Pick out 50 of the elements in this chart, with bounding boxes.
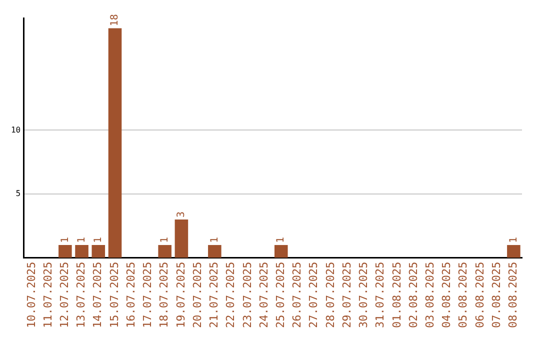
x-tick-label: 06.08.2025 (473, 262, 486, 328)
x-tick-label: 15.07.2025 (108, 262, 121, 328)
x-tick-label: 01.08.2025 (390, 262, 404, 328)
data-label: 1 (60, 236, 71, 244)
bar (75, 245, 88, 258)
x-tick-label: 14.07.2025 (91, 262, 104, 328)
x-tick-label: 19.07.2025 (174, 262, 188, 328)
x-tick-label: 13.07.2025 (74, 262, 88, 328)
x-tick-label: 24.07.2025 (257, 262, 270, 328)
y-tick-label: 10 (10, 125, 21, 134)
x-tick-label: 17.07.2025 (141, 262, 154, 328)
data-label: 1 (209, 236, 220, 244)
data-label: 1 (508, 236, 520, 244)
x-tick-label: 12.07.2025 (58, 262, 72, 328)
x-tick-label: 11.07.2025 (41, 262, 54, 328)
x-tick-label: 10.07.2025 (24, 262, 38, 328)
bar (108, 28, 122, 258)
bar (92, 245, 106, 258)
data-label: 1 (276, 236, 287, 244)
x-tick-label: 20.07.2025 (190, 262, 204, 328)
bar (507, 245, 520, 258)
bar (158, 245, 172, 258)
data-label: 3 (176, 211, 188, 218)
bar (208, 245, 222, 258)
bar (58, 245, 72, 258)
x-tick-label: 03.08.2025 (423, 262, 436, 328)
bar (174, 220, 188, 258)
data-label: 1 (159, 236, 170, 244)
x-tick-label: 25.07.2025 (274, 262, 287, 328)
x-tick-label: 29.07.2025 (340, 262, 354, 328)
x-tick-label: 21.07.2025 (208, 262, 221, 328)
x-tick-label: 02.08.2025 (406, 262, 420, 328)
x-tick-label: 27.07.2025 (307, 262, 320, 328)
x-tick-label: 18.07.2025 (158, 262, 171, 328)
data-label: 1 (76, 236, 88, 244)
x-tick-label: 30.07.2025 (357, 262, 370, 328)
x-tick-label: 28.07.2025 (324, 262, 337, 328)
x-tick-label: 04.08.2025 (440, 262, 454, 328)
x-tick-label: 22.07.2025 (224, 262, 238, 328)
data-label: 18 (110, 14, 121, 26)
data-label: 1 (92, 236, 104, 244)
x-tick-label: 05.08.2025 (456, 262, 470, 328)
x-tick-label: 08.08.2025 (506, 262, 520, 328)
bar (274, 245, 288, 258)
y-tick-label: 5 (16, 189, 21, 198)
x-tick-label: 26.07.2025 (290, 262, 304, 328)
x-tick-label: 16.07.2025 (124, 262, 138, 328)
x-tick-label: 23.07.2025 (240, 262, 254, 328)
x-tick-label: 31.07.2025 (374, 262, 387, 328)
x-tick-label: 07.08.2025 (490, 262, 503, 328)
